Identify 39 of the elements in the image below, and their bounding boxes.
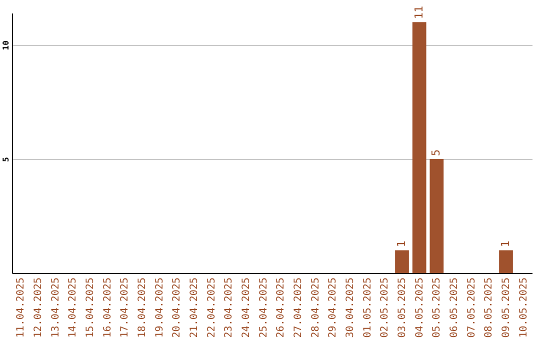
x-tick-label: 20.04.2025 — [172, 278, 183, 338]
x-tick-label: 09.05.2025 — [501, 278, 512, 338]
x-tick-label: 17.04.2025 — [120, 278, 131, 338]
x-tick-label: 11.04.2025 — [16, 278, 27, 338]
x-tick-label: 03.05.2025 — [397, 278, 408, 338]
x-tick-label: 28.04.2025 — [310, 278, 322, 338]
data-label: 5 — [430, 149, 443, 156]
x-tick-label: 27.04.2025 — [293, 278, 304, 338]
bar — [430, 158, 444, 273]
x-tick-label: 14.04.2025 — [68, 278, 79, 338]
x-tick-label: 05.05.2025 — [432, 278, 443, 338]
x-tick-label: 26.04.2025 — [276, 278, 287, 338]
x-tick-label: 01.05.2025 — [362, 278, 374, 338]
x-tick-label: 25.04.2025 — [258, 278, 270, 338]
x-tick-label: 30.04.2025 — [345, 278, 356, 338]
x-tick-label: 23.04.2025 — [224, 278, 235, 338]
x-tick-label: 13.04.2025 — [50, 278, 62, 338]
x-tick-label: 06.05.2025 — [449, 278, 460, 338]
x-tick-label: 02.05.2025 — [380, 278, 391, 338]
x-tick-label: 18.04.2025 — [137, 278, 148, 338]
x-tick-label: 22.04.2025 — [206, 278, 218, 338]
x-tick-label: 07.05.2025 — [466, 278, 478, 338]
x-tick-label: 16.04.2025 — [102, 278, 114, 338]
data-label: 1 — [395, 240, 408, 248]
bar — [395, 250, 409, 273]
data-label: 11 — [412, 6, 426, 20]
x-tick-label: 12.04.2025 — [33, 278, 44, 338]
x-tick-label: 29.04.2025 — [328, 278, 339, 338]
x-tick-label: 10.05.2025 — [518, 278, 530, 338]
y-tick-label: 10 — [2, 40, 10, 50]
x-tick-label: 04.05.2025 — [414, 278, 426, 338]
x-tick-label: 15.04.2025 — [85, 278, 96, 338]
bar — [412, 22, 426, 273]
x-tick-label: 24.04.2025 — [241, 278, 252, 338]
x-tick-label: 08.05.2025 — [484, 278, 495, 338]
data-label: 1 — [499, 240, 512, 248]
bar — [499, 250, 513, 273]
x-tick-label: 19.04.2025 — [154, 278, 166, 338]
x-tick-label: 21.04.2025 — [189, 278, 200, 338]
